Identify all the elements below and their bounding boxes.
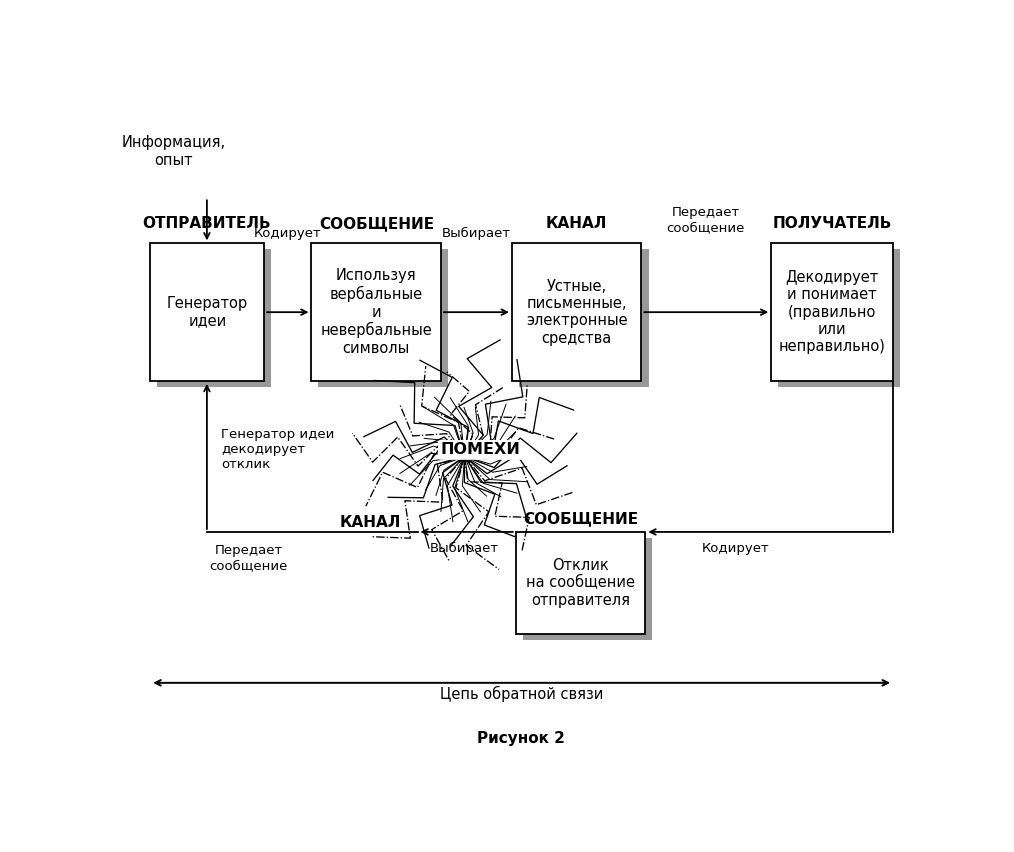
Text: Декодирует
и понимает
(правильно
или
неправильно): Декодирует и понимает (правильно или неп… (779, 270, 885, 354)
Text: КАНАЛ: КАНАЛ (546, 216, 607, 231)
Text: Используя
вербальные
и
невербальные
символы: Используя вербальные и невербальные симв… (320, 268, 432, 356)
Text: Кодирует: Кодирует (702, 542, 770, 555)
Text: Отклик
на сообщение
отправителя: Отклик на сообщение отправителя (526, 558, 635, 607)
Text: Выбирает: Выбирает (442, 227, 511, 240)
Text: Цепь обратной связи: Цепь обратной связи (439, 686, 603, 702)
FancyBboxPatch shape (318, 249, 448, 387)
Text: КАНАЛ: КАНАЛ (340, 515, 402, 530)
Text: ОТПРАВИТЕЛЬ: ОТПРАВИТЕЛЬ (143, 216, 271, 231)
Text: Генератор идеи
декодирует
отклик: Генератор идеи декодирует отклик (221, 429, 335, 471)
FancyBboxPatch shape (157, 249, 272, 387)
Text: ПОМЕХИ: ПОМЕХИ (440, 442, 520, 458)
Text: СООБЩЕНИЕ: СООБЩЕНИЕ (523, 511, 639, 527)
Text: Передает
сообщение: Передает сообщение (667, 206, 745, 234)
FancyBboxPatch shape (523, 538, 652, 640)
FancyBboxPatch shape (512, 244, 642, 381)
FancyBboxPatch shape (771, 244, 893, 381)
Text: Генератор
идеи: Генератор идеи (166, 296, 247, 328)
FancyBboxPatch shape (150, 244, 265, 381)
FancyBboxPatch shape (516, 532, 646, 634)
Text: СООБЩЕНИЕ: СООБЩЕНИЕ (319, 216, 434, 231)
Text: Кодирует: Кодирует (255, 227, 321, 240)
Text: Информация,
опыт: Информация, опыт (122, 135, 226, 168)
Text: Передает
сообщение: Передает сообщение (209, 544, 288, 573)
FancyBboxPatch shape (311, 244, 441, 381)
Text: Выбирает: Выбирает (430, 542, 499, 555)
Text: Устные,
письменные,
электронные
средства: Устные, письменные, электронные средства (526, 279, 628, 346)
FancyBboxPatch shape (778, 249, 900, 387)
FancyBboxPatch shape (519, 249, 649, 387)
Text: Рисунок 2: Рисунок 2 (478, 731, 565, 746)
Text: ПОЛУЧАТЕЛЬ: ПОЛУЧАТЕЛЬ (773, 216, 892, 231)
